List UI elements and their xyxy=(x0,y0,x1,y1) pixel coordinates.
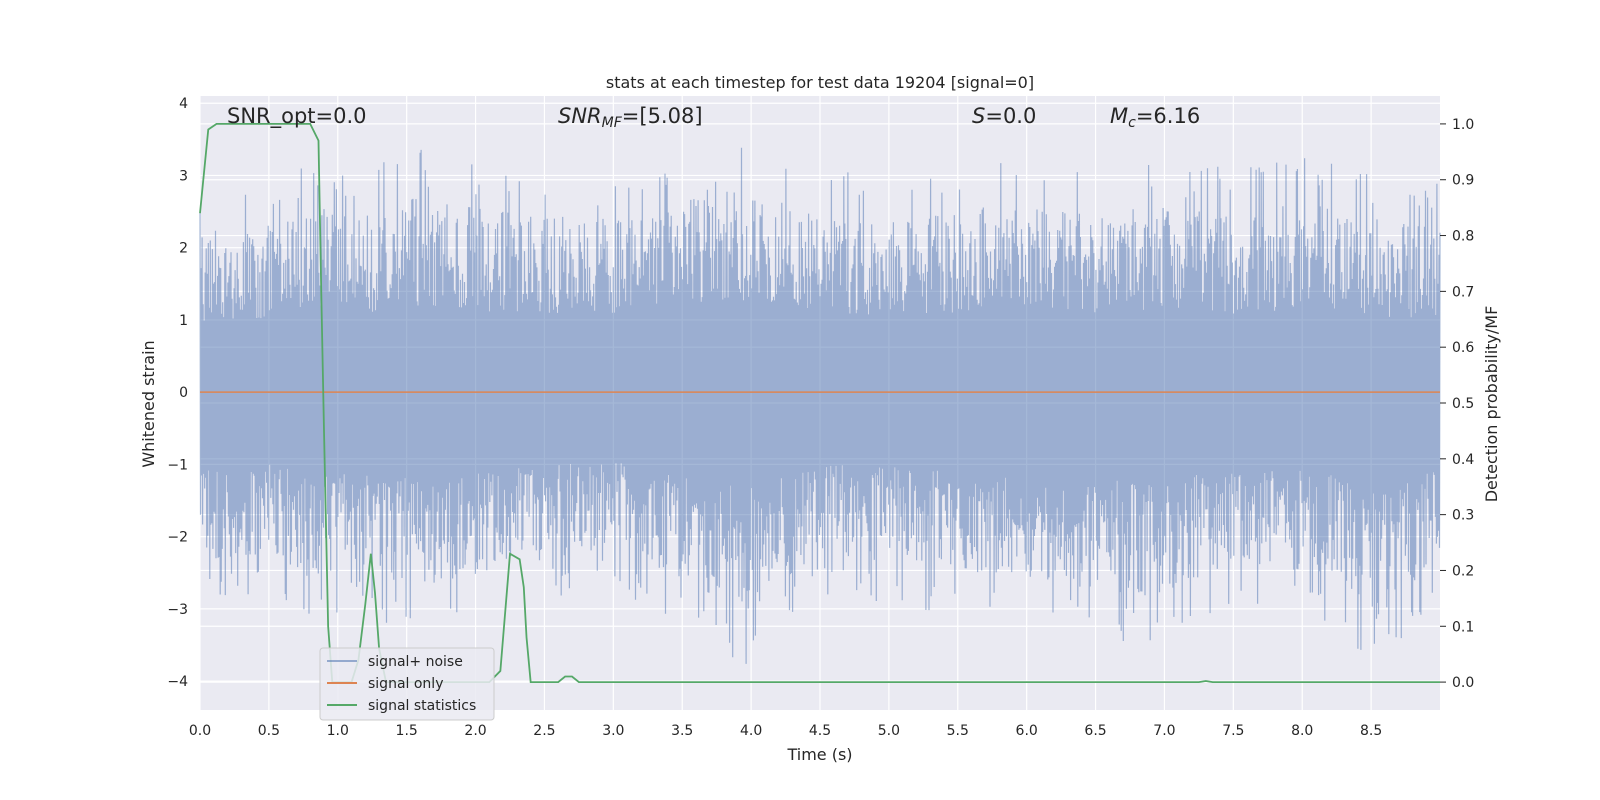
y-tick-label: −2 xyxy=(167,530,188,546)
x-tick-label: 8.0 xyxy=(1291,723,1313,739)
series-signal-noise xyxy=(199,147,1441,664)
legend-label-signal-statistics: signal statistics xyxy=(368,698,476,714)
x-tick-label: 6.5 xyxy=(1084,723,1106,739)
x-tick-label: 0.5 xyxy=(258,723,280,739)
y2-tick-label: 0.8 xyxy=(1452,229,1474,245)
annotation-mc: Mc=6.16 xyxy=(1110,104,1200,131)
y2-tick-label: 0.9 xyxy=(1452,173,1474,189)
x-tick-label: 7.5 xyxy=(1222,723,1244,739)
y2-tick-label: 0.3 xyxy=(1452,508,1474,524)
line-signal-noise xyxy=(199,147,1441,664)
x-tick-label: 0.0 xyxy=(189,723,211,739)
y-tick-label: −1 xyxy=(167,457,188,473)
y-axis-label: Whitened strain xyxy=(139,340,158,467)
x-axis-ticks: 0.0 0.5 1.0 1.5 2.0 2.5 3.0 3.5 4.0 4.5 5.0 5.5 6.0 6… xyxy=(189,723,1382,739)
x-tick-label: 7.0 xyxy=(1153,723,1175,739)
annotation-snr-mf: SNRMF=[5.08] xyxy=(558,104,703,131)
y2-tick-label: 0.6 xyxy=(1452,340,1474,356)
x-tick-label: 3.5 xyxy=(671,723,693,739)
y-tick-label: 4 xyxy=(179,96,188,112)
x-tick-label: 4.5 xyxy=(809,723,831,739)
y-tick-label: −3 xyxy=(167,602,188,618)
x-tick-label: 5.5 xyxy=(947,723,969,739)
legend-box xyxy=(319,647,495,721)
y-tick-label: −4 xyxy=(167,674,188,690)
y2-axis-label: Detection probability/MF xyxy=(1482,306,1501,503)
legend: signal+ noise signal only signal statist… xyxy=(319,647,495,721)
x-tick-label: 4.0 xyxy=(740,723,762,739)
x-tick-label: 1.5 xyxy=(396,723,418,739)
x-tick-label: 8.5 xyxy=(1360,723,1382,739)
y2-axis-ticks: 1.0 0.9 0.8 0.7 0.6 0.5 0.4 0.3 0.2 0.1 0.0 xyxy=(1440,117,1474,691)
x-tick-label: 2.0 xyxy=(464,723,486,739)
y2-tick-label: 0.7 xyxy=(1452,284,1474,300)
x-tick-label: 1.0 xyxy=(327,723,349,739)
legend-label-signal-only: signal only xyxy=(368,676,443,692)
x-axis-label: Time (s) xyxy=(786,745,852,764)
y-tick-label: 0 xyxy=(179,385,188,401)
y2-tick-label: 0.2 xyxy=(1452,563,1474,579)
annotation-snr-opt: SNR_opt=0.0 xyxy=(227,104,367,129)
x-tick-label: 3.0 xyxy=(602,723,624,739)
y2-tick-label: 1.0 xyxy=(1452,117,1474,133)
x-tick-label: 2.5 xyxy=(533,723,555,739)
y-tick-label: 3 xyxy=(179,168,188,184)
y2-tick-label: 0.0 xyxy=(1452,675,1474,691)
y-tick-label: 1 xyxy=(179,313,188,329)
x-tick-label: 5.0 xyxy=(878,723,900,739)
y2-tick-label: 0.4 xyxy=(1452,452,1474,468)
annotation-s: S=0.0 xyxy=(972,104,1036,128)
y-tick-label: 2 xyxy=(179,241,188,257)
y2-tick-label: 0.5 xyxy=(1452,396,1474,412)
legend-label-signal-noise: signal+ noise xyxy=(368,654,463,670)
chart-title: stats at each timestep for test data 192… xyxy=(606,73,1034,92)
x-tick-label: 6.0 xyxy=(1016,723,1038,739)
y-axis-ticks: 4 3 2 1 0 −1 −2 −3 −4 xyxy=(167,96,188,690)
y2-tick-label: 0.1 xyxy=(1452,619,1474,635)
